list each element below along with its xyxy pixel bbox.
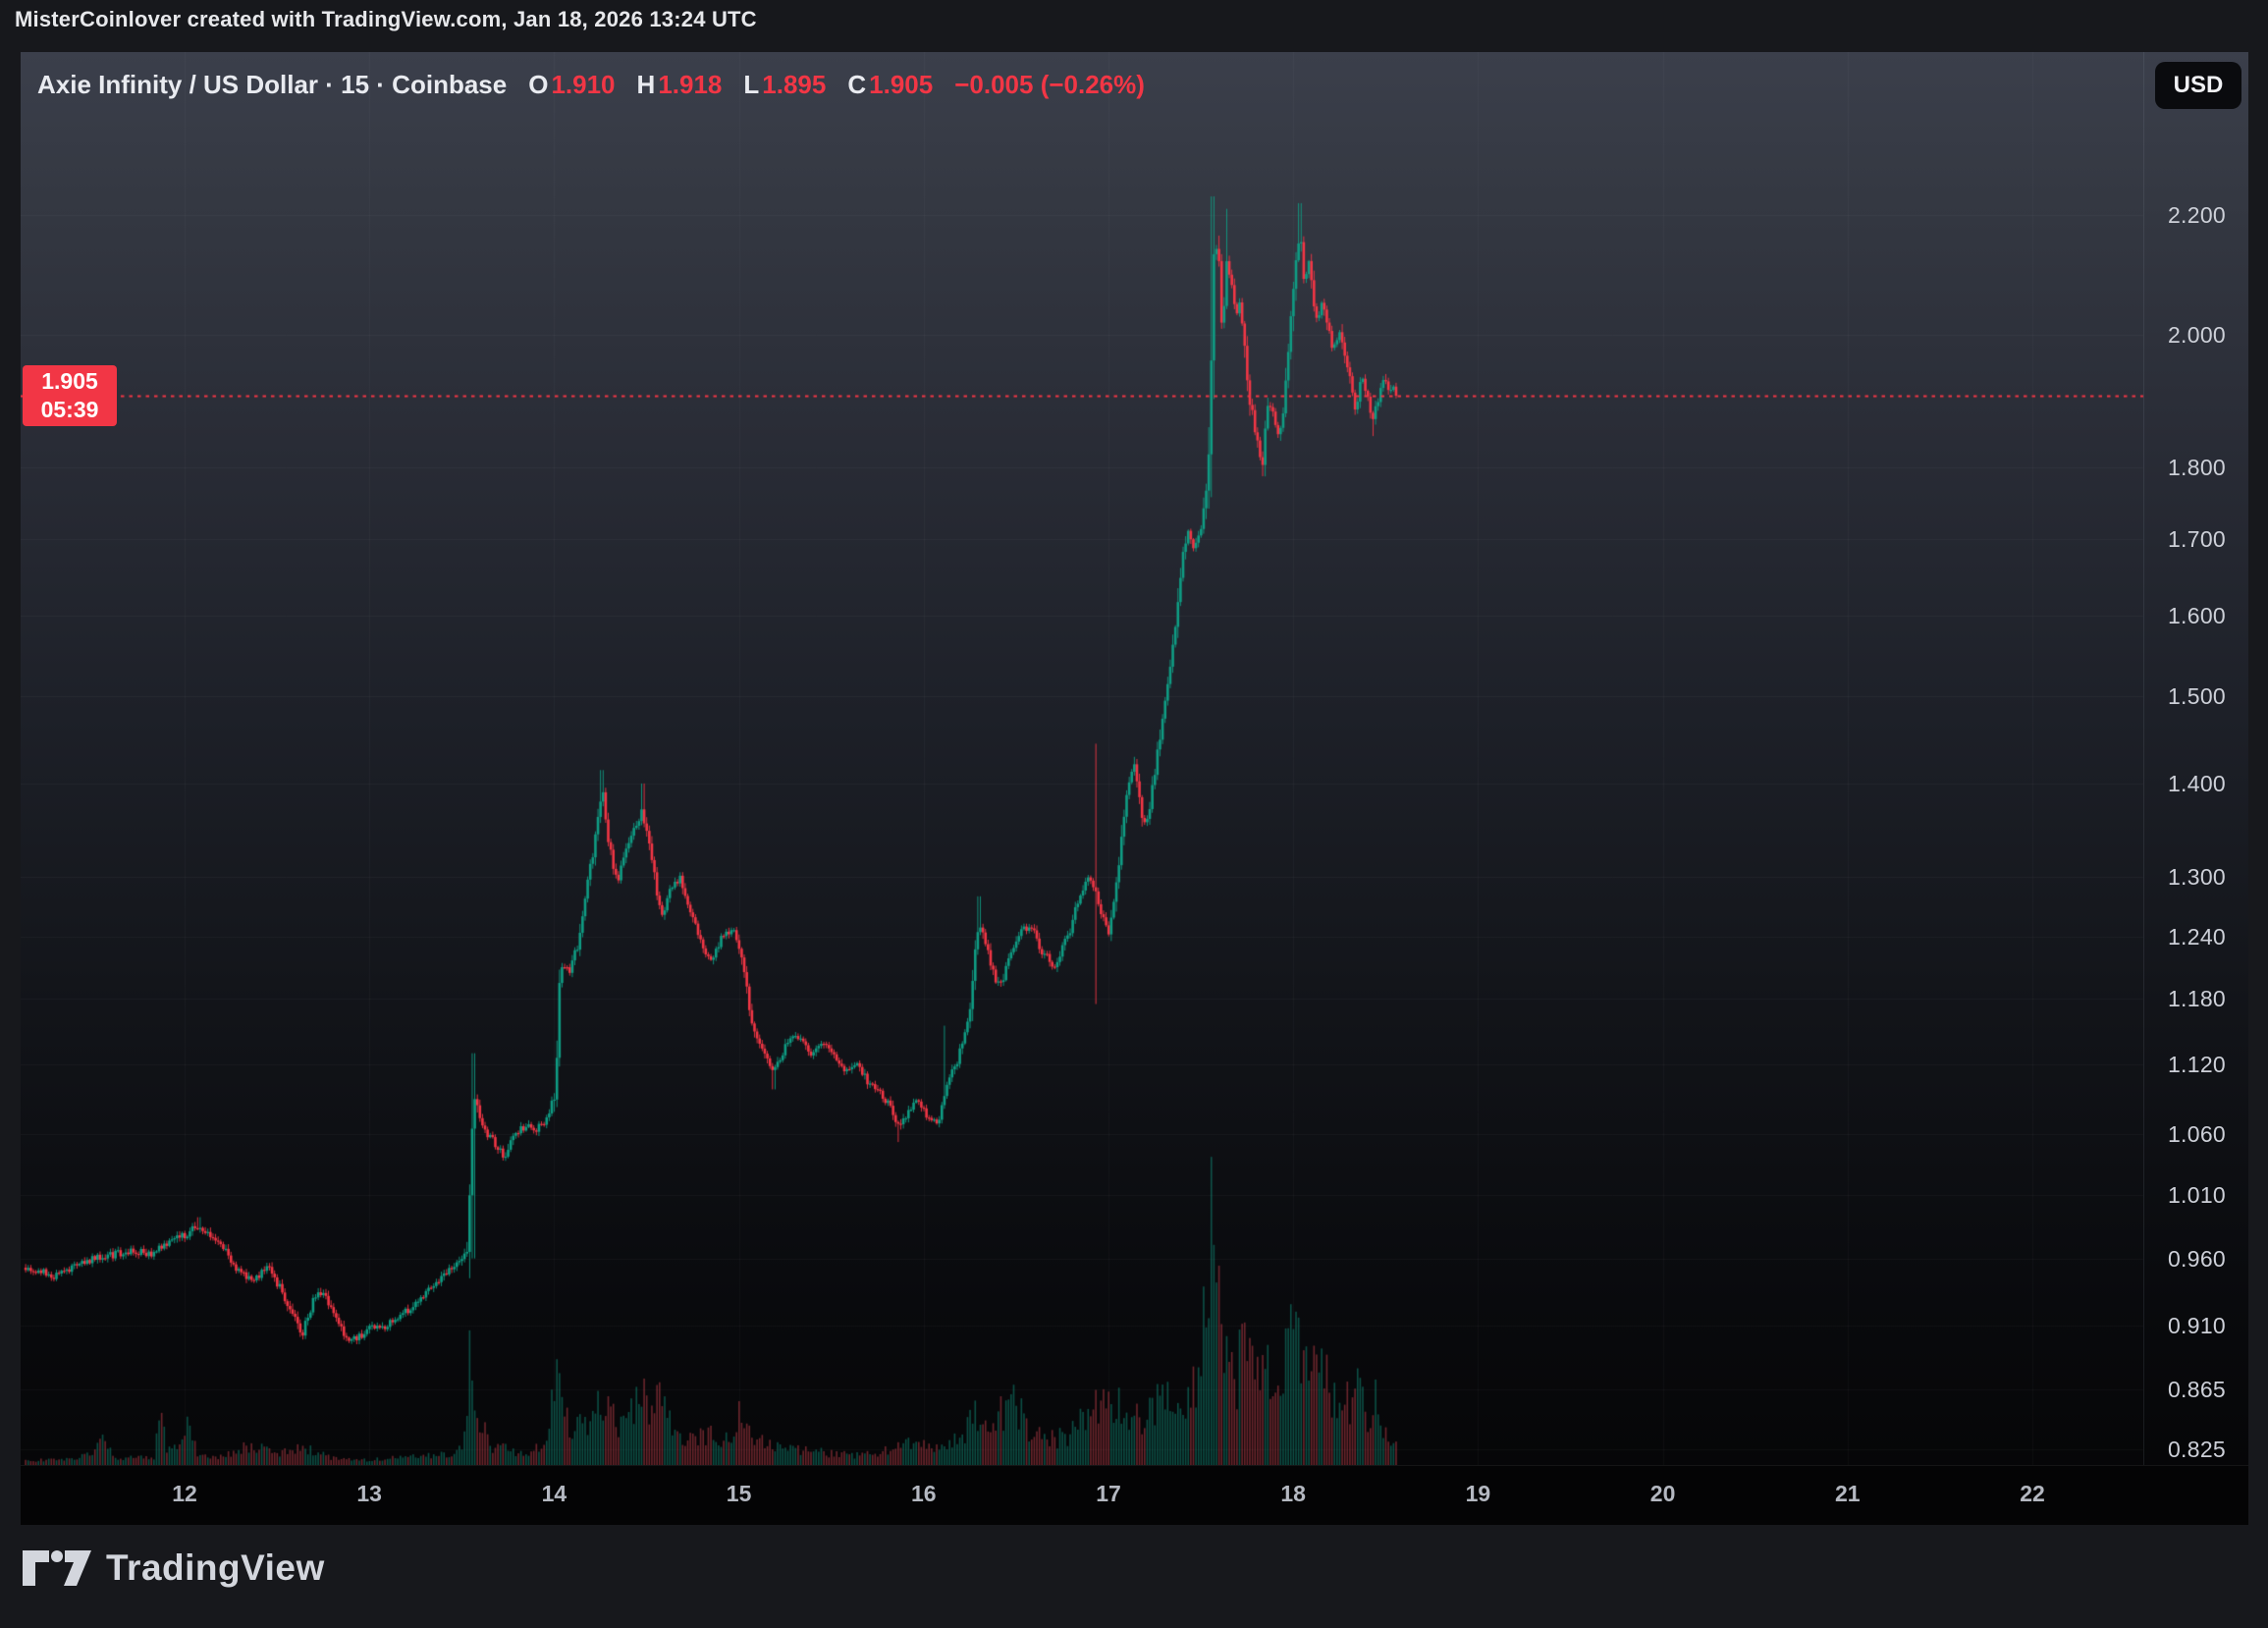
- price-change: −0.005 (−0.26%): [954, 70, 1145, 99]
- price-axis[interactable]: 2.200 2.000 1.800 1.700 1.600 1.500 1.400 1.300…: [2143, 52, 2249, 1465]
- time-axis-label: 19: [1465, 1481, 1491, 1506]
- chart-widget: Axie Infinity / US Dollar · 15 · Coinbas…: [21, 52, 2249, 1525]
- tradingview-logo-icon: [23, 1550, 91, 1586]
- time-axis-label: 20: [1649, 1481, 1676, 1506]
- price-axis-label: 1.060: [2167, 1120, 2227, 1147]
- price-axis-label: 1.800: [2167, 454, 2227, 480]
- time-axis-label: 13: [356, 1481, 382, 1506]
- footer-bar: TradingView: [0, 1524, 2268, 1628]
- time-axis-label: 21: [1835, 1481, 1861, 1506]
- time-axis-label: 22: [2020, 1481, 2045, 1506]
- last-price-badge: 1.905 05:39: [23, 365, 117, 427]
- price-axis-label: 0.865: [2167, 1377, 2227, 1403]
- ohlc-low: L 1.895: [743, 70, 827, 99]
- symbol-legend: Axie Infinity / US Dollar · 15 · Coinbas…: [37, 70, 1145, 100]
- time-axis[interactable]: 12 13 14 15 16 17 18 19 20 21 22: [21, 1465, 2248, 1525]
- price-axis-label: 0.910: [2167, 1313, 2227, 1339]
- price-axis-label: 1.120: [2167, 1052, 2227, 1077]
- last-price-value: 1.905: [41, 368, 98, 395]
- ohlc-open: O 1.910: [528, 70, 616, 99]
- price-axis-label: 2.200: [2167, 201, 2227, 228]
- tradingview-logo-link[interactable]: TradingView: [22, 1547, 325, 1589]
- time-axis-label: 17: [1096, 1481, 1121, 1506]
- price-axis-label: 1.180: [2167, 986, 2227, 1012]
- time-axis-label: 14: [541, 1481, 567, 1506]
- price-axis-label: 0.960: [2167, 1245, 2227, 1272]
- price-axis-label: 1.300: [2167, 863, 2227, 890]
- tradingview-logo-text: TradingView: [106, 1547, 325, 1588]
- price-axis-label: 1.010: [2167, 1181, 2227, 1208]
- ohlc-high: H 1.918: [636, 70, 723, 99]
- price-axis-label: 2.000: [2167, 321, 2227, 348]
- price-axis-label: 0.825: [2167, 1436, 2227, 1462]
- symbol-title: Axie Infinity / US Dollar · 15 · Coinbas…: [37, 70, 508, 99]
- time-axis-label: 18: [1280, 1481, 1306, 1506]
- price-axis-label: 1.600: [2167, 602, 2227, 628]
- chart-canvas[interactable]: [21, 52, 2248, 1465]
- currency-button[interactable]: USD: [2155, 62, 2241, 109]
- bar-countdown: 05:39: [40, 397, 99, 423]
- price-axis-label: 1.700: [2167, 526, 2227, 553]
- price-axis-label: 1.400: [2167, 770, 2227, 796]
- ohlc-close: C 1.905: [847, 70, 934, 99]
- time-axis-label: 16: [911, 1481, 937, 1506]
- time-axis-label: 12: [172, 1481, 197, 1506]
- attribution-text: MisterCoinlover created with TradingView…: [15, 7, 757, 31]
- price-axis-label: 1.240: [2167, 923, 2227, 950]
- price-axis-label: 1.500: [2167, 683, 2227, 710]
- time-axis-label: 15: [726, 1481, 752, 1506]
- header-bar: MisterCoinlover created with TradingView…: [0, 0, 2268, 39]
